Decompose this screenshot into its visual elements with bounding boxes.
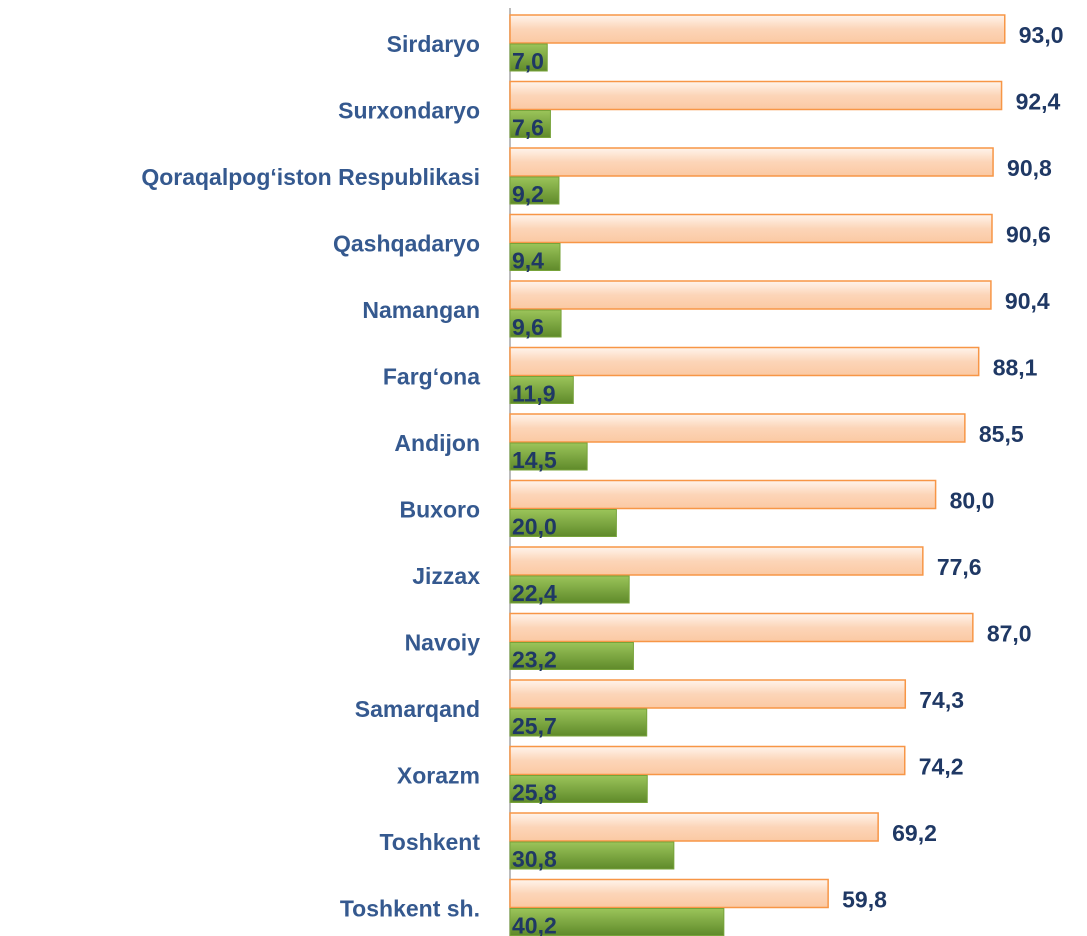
category-label: Buxoro — [400, 497, 481, 523]
value-label: 22,4 — [512, 580, 557, 606]
value-label: 93,0 — [1019, 22, 1064, 48]
value-label: 25,7 — [512, 713, 557, 739]
bar — [509, 309, 562, 338]
value-label: 7,6 — [512, 115, 544, 141]
bar — [509, 346, 980, 377]
value-label: 85,5 — [979, 421, 1024, 447]
category-label: Qashqadaryo — [333, 231, 480, 257]
bar — [509, 878, 829, 909]
value-label: 9,4 — [512, 248, 544, 274]
bar — [509, 812, 879, 842]
category-label: Qoraqalpog‘iston Respublikasi — [141, 164, 480, 190]
value-label: 74,3 — [919, 687, 964, 713]
bar — [509, 147, 994, 177]
value-label: 11,9 — [512, 381, 556, 407]
value-label: 90,6 — [1006, 222, 1051, 248]
value-label: 25,8 — [512, 780, 557, 806]
bar — [509, 243, 561, 271]
category-label: Toshkent — [379, 829, 480, 855]
bar — [509, 612, 974, 643]
category-label: Surxondaryo — [338, 98, 480, 124]
value-label: 87,0 — [987, 621, 1032, 647]
category-label: Andijon — [394, 430, 480, 456]
bar — [509, 509, 617, 537]
value-label: 23,2 — [512, 647, 557, 673]
value-label: 40,2 — [512, 913, 557, 936]
bar — [509, 775, 648, 803]
value-label: 14,5 — [512, 447, 557, 473]
bar — [509, 280, 992, 310]
value-label: 9,2 — [512, 181, 544, 207]
value-label: 90,8 — [1007, 155, 1052, 181]
value-label: 20,0 — [512, 514, 557, 540]
value-label: 7,0 — [512, 48, 544, 74]
bar — [509, 575, 630, 604]
value-label: 80,0 — [950, 488, 995, 514]
category-label: Sirdaryo — [387, 31, 480, 57]
category-label: Navoiy — [405, 630, 481, 656]
bar — [509, 841, 675, 870]
category-label: Xorazm — [397, 763, 480, 789]
value-label: 90,4 — [1005, 288, 1050, 314]
bar — [509, 43, 548, 72]
bar — [509, 376, 574, 404]
bar — [509, 546, 924, 576]
value-label: 9,6 — [512, 314, 544, 340]
bar — [509, 176, 560, 205]
value-label: 92,4 — [1016, 89, 1061, 115]
bar — [509, 80, 1003, 111]
bar — [509, 708, 648, 737]
value-label: 77,6 — [937, 554, 982, 580]
value-label: 59,8 — [842, 887, 887, 913]
value-label: 30,8 — [512, 846, 557, 872]
category-label: Namangan — [362, 297, 480, 323]
category-label: Toshkent sh. — [340, 896, 480, 922]
bar — [509, 14, 1006, 44]
bar — [509, 908, 725, 936]
value-label: 69,2 — [892, 820, 937, 846]
category-label: Jizzax — [412, 563, 480, 589]
bar — [509, 479, 937, 510]
bar — [509, 679, 907, 709]
bar — [509, 642, 634, 670]
value-label: 74,2 — [919, 754, 964, 780]
category-label: Samarqand — [355, 696, 480, 722]
bar — [509, 110, 551, 138]
bar — [509, 745, 906, 776]
category-label: Farg‘ona — [383, 364, 480, 390]
value-label: 88,1 — [993, 355, 1038, 381]
bar — [509, 213, 993, 244]
bar — [509, 413, 966, 443]
bar — [509, 442, 588, 471]
